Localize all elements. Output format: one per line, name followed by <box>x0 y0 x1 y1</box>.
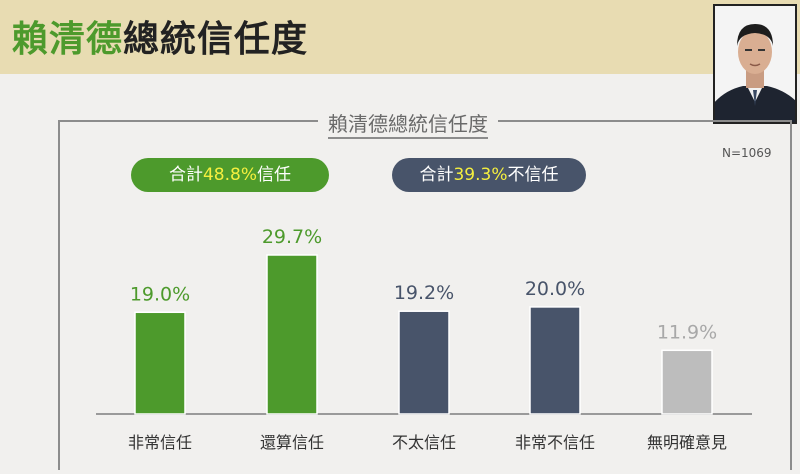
category-label-3: 不太信任 <box>392 433 456 452</box>
sample-size-label: N=1069 <box>722 146 772 160</box>
trust-total-badge: 合計48.8%信任 <box>131 158 329 192</box>
portrait-photo <box>713 4 797 124</box>
trust-total-value: 48.8% <box>202 165 257 185</box>
distrust-total-badge: 合計39.3%不信任 <box>392 158 586 192</box>
chart-title: 賴清德總統信任度 <box>318 108 498 139</box>
trust-total-suffix: 信任 <box>257 165 291 185</box>
bar-3 <box>398 310 450 415</box>
portrait-icon <box>715 6 795 122</box>
bar-2 <box>266 254 318 415</box>
category-label-4: 非常不信任 <box>515 433 595 452</box>
bar-value-label-3: 19.2% <box>394 282 454 304</box>
page-title-name: 賴清德 <box>12 19 124 60</box>
bar-value-label-1: 19.0% <box>130 283 190 305</box>
category-label-1: 非常信任 <box>128 433 192 452</box>
bar-4 <box>529 306 581 415</box>
category-label-2: 還算信任 <box>260 433 324 452</box>
trust-total-prefix: 合計 <box>168 165 203 185</box>
distrust-total-prefix: 合計 <box>419 165 454 185</box>
bar-value-label-2: 29.7% <box>262 226 322 248</box>
bar-value-label-4: 20.0% <box>525 278 585 300</box>
page-title: 賴清德總統信任度 <box>12 10 308 62</box>
bar-1 <box>134 311 186 415</box>
category-label-5: 無明確意見 <box>647 433 727 452</box>
bar-value-label-5: 11.9% <box>657 321 717 343</box>
header-banner: 賴清德總統信任度 <box>0 0 800 74</box>
page-title-subject: 總統信任度 <box>123 19 309 60</box>
distrust-total-value: 39.3% <box>453 165 508 185</box>
bar-5 <box>661 349 713 415</box>
distrust-total-suffix: 不信任 <box>507 165 559 185</box>
